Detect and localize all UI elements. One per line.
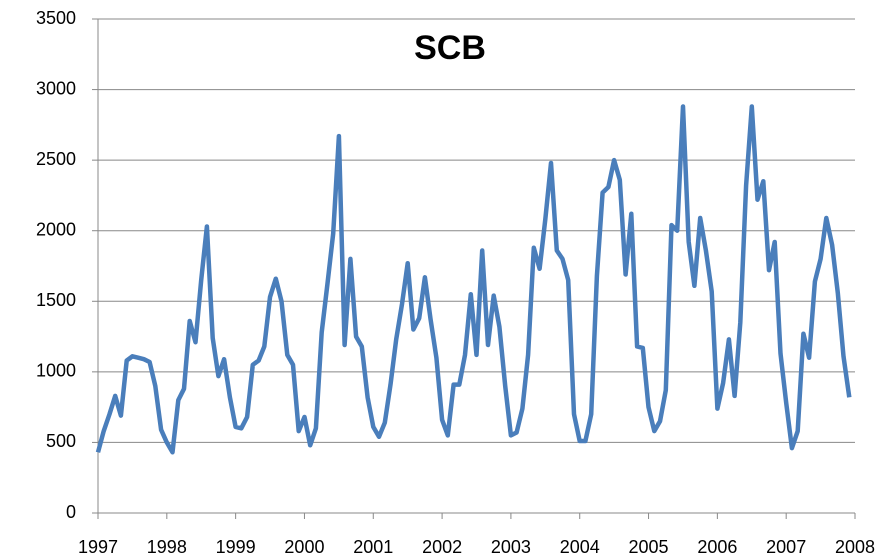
y-tick-label: 2000: [36, 219, 76, 239]
data-line: [95, 104, 852, 455]
x-tick-label: 2002: [422, 537, 462, 557]
y-tick-label: 3000: [36, 78, 76, 98]
x-tick-label: 1997: [78, 537, 118, 557]
x-tick-label: 2003: [491, 537, 531, 557]
y-tick-label: 1500: [36, 290, 76, 310]
x-tick-label: 2001: [353, 537, 393, 557]
y-tick-label: 0: [66, 502, 76, 522]
x-tick-label: 2004: [560, 537, 600, 557]
x-tick-label: 2000: [284, 537, 324, 557]
x-tick-label: 1999: [216, 537, 256, 557]
x-tick-label: 2005: [629, 537, 669, 557]
x-tick-label: 2006: [697, 537, 737, 557]
x-tick-label: 1998: [147, 537, 187, 557]
chart-title: SCB: [414, 29, 486, 67]
x-tick-label: 2008: [835, 537, 875, 557]
y-tick-label: 500: [46, 431, 76, 451]
y-tick-label: 3500: [36, 8, 76, 28]
x-tick-label: 2007: [766, 537, 806, 557]
y-tick-label: 2500: [36, 149, 76, 169]
y-tick-label: 1000: [36, 361, 76, 381]
